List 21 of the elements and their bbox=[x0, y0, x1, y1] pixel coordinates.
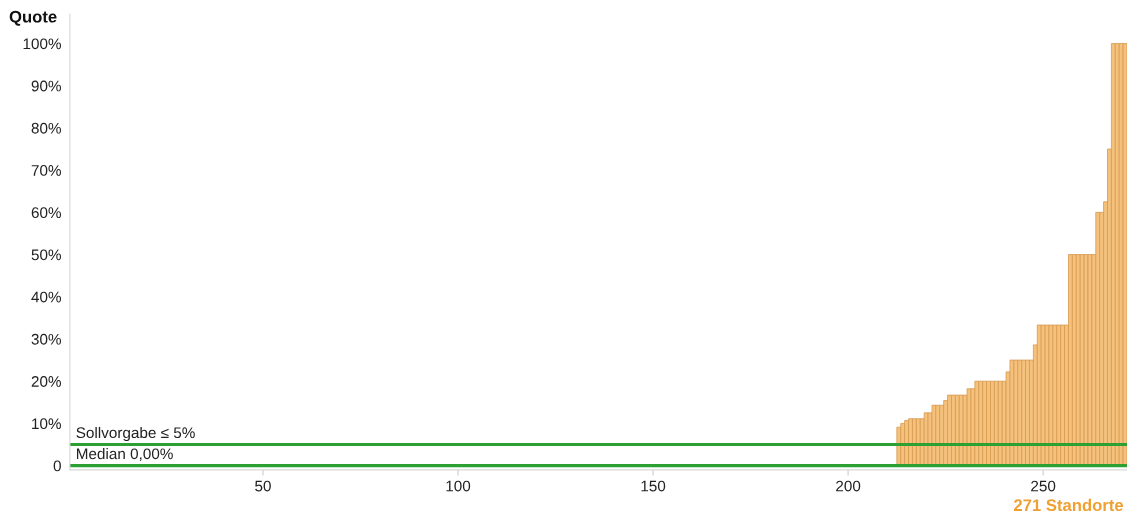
x-tick-label: 150 bbox=[641, 480, 666, 492]
x-tick-label: 200 bbox=[836, 480, 861, 492]
y-tick-label: 40% bbox=[31, 291, 61, 303]
x-tick-label: 100 bbox=[446, 480, 471, 492]
y-tick-label: 10% bbox=[32, 418, 61, 430]
y-tick-label: 90% bbox=[31, 80, 61, 92]
ref-line-label: Median 0,00% bbox=[76, 447, 173, 462]
ref-line-label: Sollvorgabe ≤ 5% bbox=[76, 426, 195, 442]
x-axis-title: 271 Standorte bbox=[1013, 498, 1124, 512]
y-tick-label: 20% bbox=[31, 376, 61, 387]
y-tick-label: 50% bbox=[31, 249, 61, 261]
y-tick-label: 80% bbox=[31, 122, 61, 134]
x-tick-label: 250 bbox=[1031, 480, 1056, 492]
y-tick-label: 70% bbox=[31, 165, 61, 176]
y-tick-label: 30% bbox=[31, 333, 61, 345]
x-tick-label: 50 bbox=[255, 480, 271, 492]
y-tick-label: 60% bbox=[31, 207, 61, 219]
y-tick-label: 100% bbox=[23, 38, 61, 50]
y-axis-title: Quote bbox=[9, 10, 57, 26]
bar bbox=[1122, 43, 1127, 467]
y-tick-label: 0 bbox=[53, 460, 61, 472]
